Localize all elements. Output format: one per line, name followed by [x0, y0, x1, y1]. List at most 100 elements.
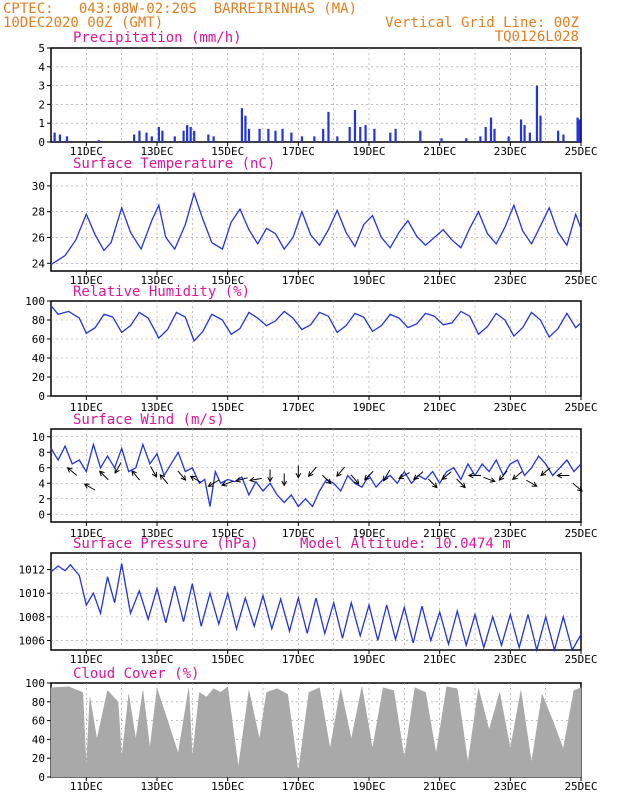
wind-arrow-shaft [413, 471, 424, 480]
cloud-ytick-label: 20 [32, 752, 45, 765]
cloud-ytick-label: 80 [32, 696, 45, 709]
precip-bar [150, 136, 153, 142]
precip-xtick-label: 19DEC [352, 145, 385, 158]
precip-ytick-label: 2 [38, 98, 45, 111]
wind-arrow-shaft [159, 474, 169, 485]
wind-arrow-shaft [249, 477, 262, 481]
precip-bar [523, 125, 526, 142]
cloud-xtick-label: 17DEC [282, 780, 315, 793]
pres-title: Surface Pressure (hPa) [73, 536, 258, 552]
wind-arrow-shaft [540, 467, 551, 476]
wind-arrow-head [512, 474, 518, 481]
wind-ytick-label: 4 [38, 477, 45, 490]
precip-xtick-label: 13DEC [140, 145, 173, 158]
pres-panel: Surface Pressure (hPa) Model Altitude: 10… [19, 536, 598, 666]
precip-bar [157, 126, 160, 142]
temp-xtick-label: 25DEC [564, 274, 597, 287]
precip-bar [313, 136, 316, 142]
wind-arrow-shaft [190, 475, 202, 483]
temp-frame [50, 172, 582, 272]
wind-xtick-label: 19DEC [352, 527, 385, 540]
wind-arrow-shaft [235, 477, 248, 482]
wind-arrow [99, 470, 109, 481]
wind-arrow [556, 472, 570, 479]
precip-bar [364, 125, 367, 142]
precip-bar [389, 132, 392, 142]
wind-arrow-head [540, 470, 547, 477]
precip-bar [479, 136, 482, 142]
precip-bar [290, 132, 293, 142]
precip-bar [327, 111, 330, 142]
wind-arrow-shaft [221, 480, 234, 486]
wind-xtick-label: 13DEC [140, 527, 173, 540]
wind-arrow [350, 474, 360, 485]
cloud-xtick-label: 21DEC [423, 780, 456, 793]
precip-bar [138, 130, 141, 142]
cloud-cover-area [50, 686, 582, 778]
header-model-code: TQ0126L028 [495, 29, 579, 45]
precip-ytick-label: 0 [38, 136, 45, 149]
precip-bar [353, 110, 357, 142]
wind-arrow-head [207, 481, 214, 487]
wind-arrow-head [336, 471, 342, 478]
wind-arrow [189, 475, 202, 483]
precip-ytick-label: 3 [38, 80, 45, 93]
wind-arrow-head [151, 471, 157, 478]
wind-arrow [83, 483, 96, 491]
precip-bar [519, 119, 523, 142]
wind-arrow-shaft [114, 462, 122, 474]
wind-arrow-head [489, 477, 496, 483]
precip-bar [193, 130, 196, 142]
precip-bar [562, 134, 565, 142]
wind-arrow-shaft [308, 466, 317, 477]
wind-ytick-label: 8 [38, 446, 45, 459]
precip-bar [212, 136, 215, 142]
wind-frame [50, 428, 582, 523]
wind-arrow [177, 470, 187, 481]
wind-arrow-shaft [456, 478, 466, 488]
rh-xtick-label: 13DEC [140, 401, 173, 414]
precip-bar [348, 126, 351, 142]
precip-bar [373, 128, 376, 142]
precip-xtick-label: 21DEC [423, 145, 456, 158]
wind-xtick-label: 15DEC [211, 527, 244, 540]
wind-arrow-head [248, 476, 255, 483]
precip-bar [576, 117, 579, 142]
wind-arrow-head [531, 481, 538, 487]
precip-bar [539, 115, 542, 142]
rh-title: Relative Humidity (%) [73, 284, 250, 300]
wind-arrow-shaft [383, 470, 391, 481]
wind-arrow-head [281, 480, 288, 487]
precip-bar [186, 125, 189, 142]
precip-bar [161, 130, 164, 142]
wind-arrow-shaft [499, 470, 508, 481]
precip-bar [528, 132, 531, 142]
wind-arrow-shaft [483, 476, 495, 482]
wind-arrow-head [234, 477, 241, 483]
pres-xtick-label: 19DEC [352, 653, 385, 666]
wind-arrow [159, 473, 169, 485]
precip-xtick-label: 17DEC [282, 145, 315, 158]
precip-bar [484, 126, 487, 142]
wind-arrow-head [189, 475, 196, 481]
pres-xtick-label: 17DEC [282, 653, 315, 666]
wind-arrow-shaft [322, 474, 332, 484]
wind-arrow [114, 462, 122, 474]
wind-title: Surface Wind (m/s) [73, 412, 225, 428]
rh-xtick-label: 17DEC [282, 401, 315, 414]
header-location: CPTEC: 043:08W-02:20S BARREIRINHAS (MA) [3, 1, 357, 17]
temp-xtick-label: 19DEC [352, 274, 385, 287]
precip-ytick-label: 4 [38, 61, 45, 74]
precip-bar [244, 115, 247, 142]
wind-arrow [383, 470, 391, 482]
precip-bar [440, 138, 443, 142]
wind-arrow [150, 466, 157, 478]
temp-xtick-label: 11DEC [70, 274, 103, 287]
wind-arrow-shaft [150, 466, 157, 478]
cloud-xtick-label: 25DEC [564, 780, 597, 793]
wind-arrow-shaft [84, 483, 96, 491]
wind-ytick-label: 0 [38, 508, 45, 521]
rh-xtick-label: 21DEC [423, 401, 456, 414]
precip-ytick-label: 1 [38, 117, 45, 130]
wind-arrow [234, 477, 248, 483]
